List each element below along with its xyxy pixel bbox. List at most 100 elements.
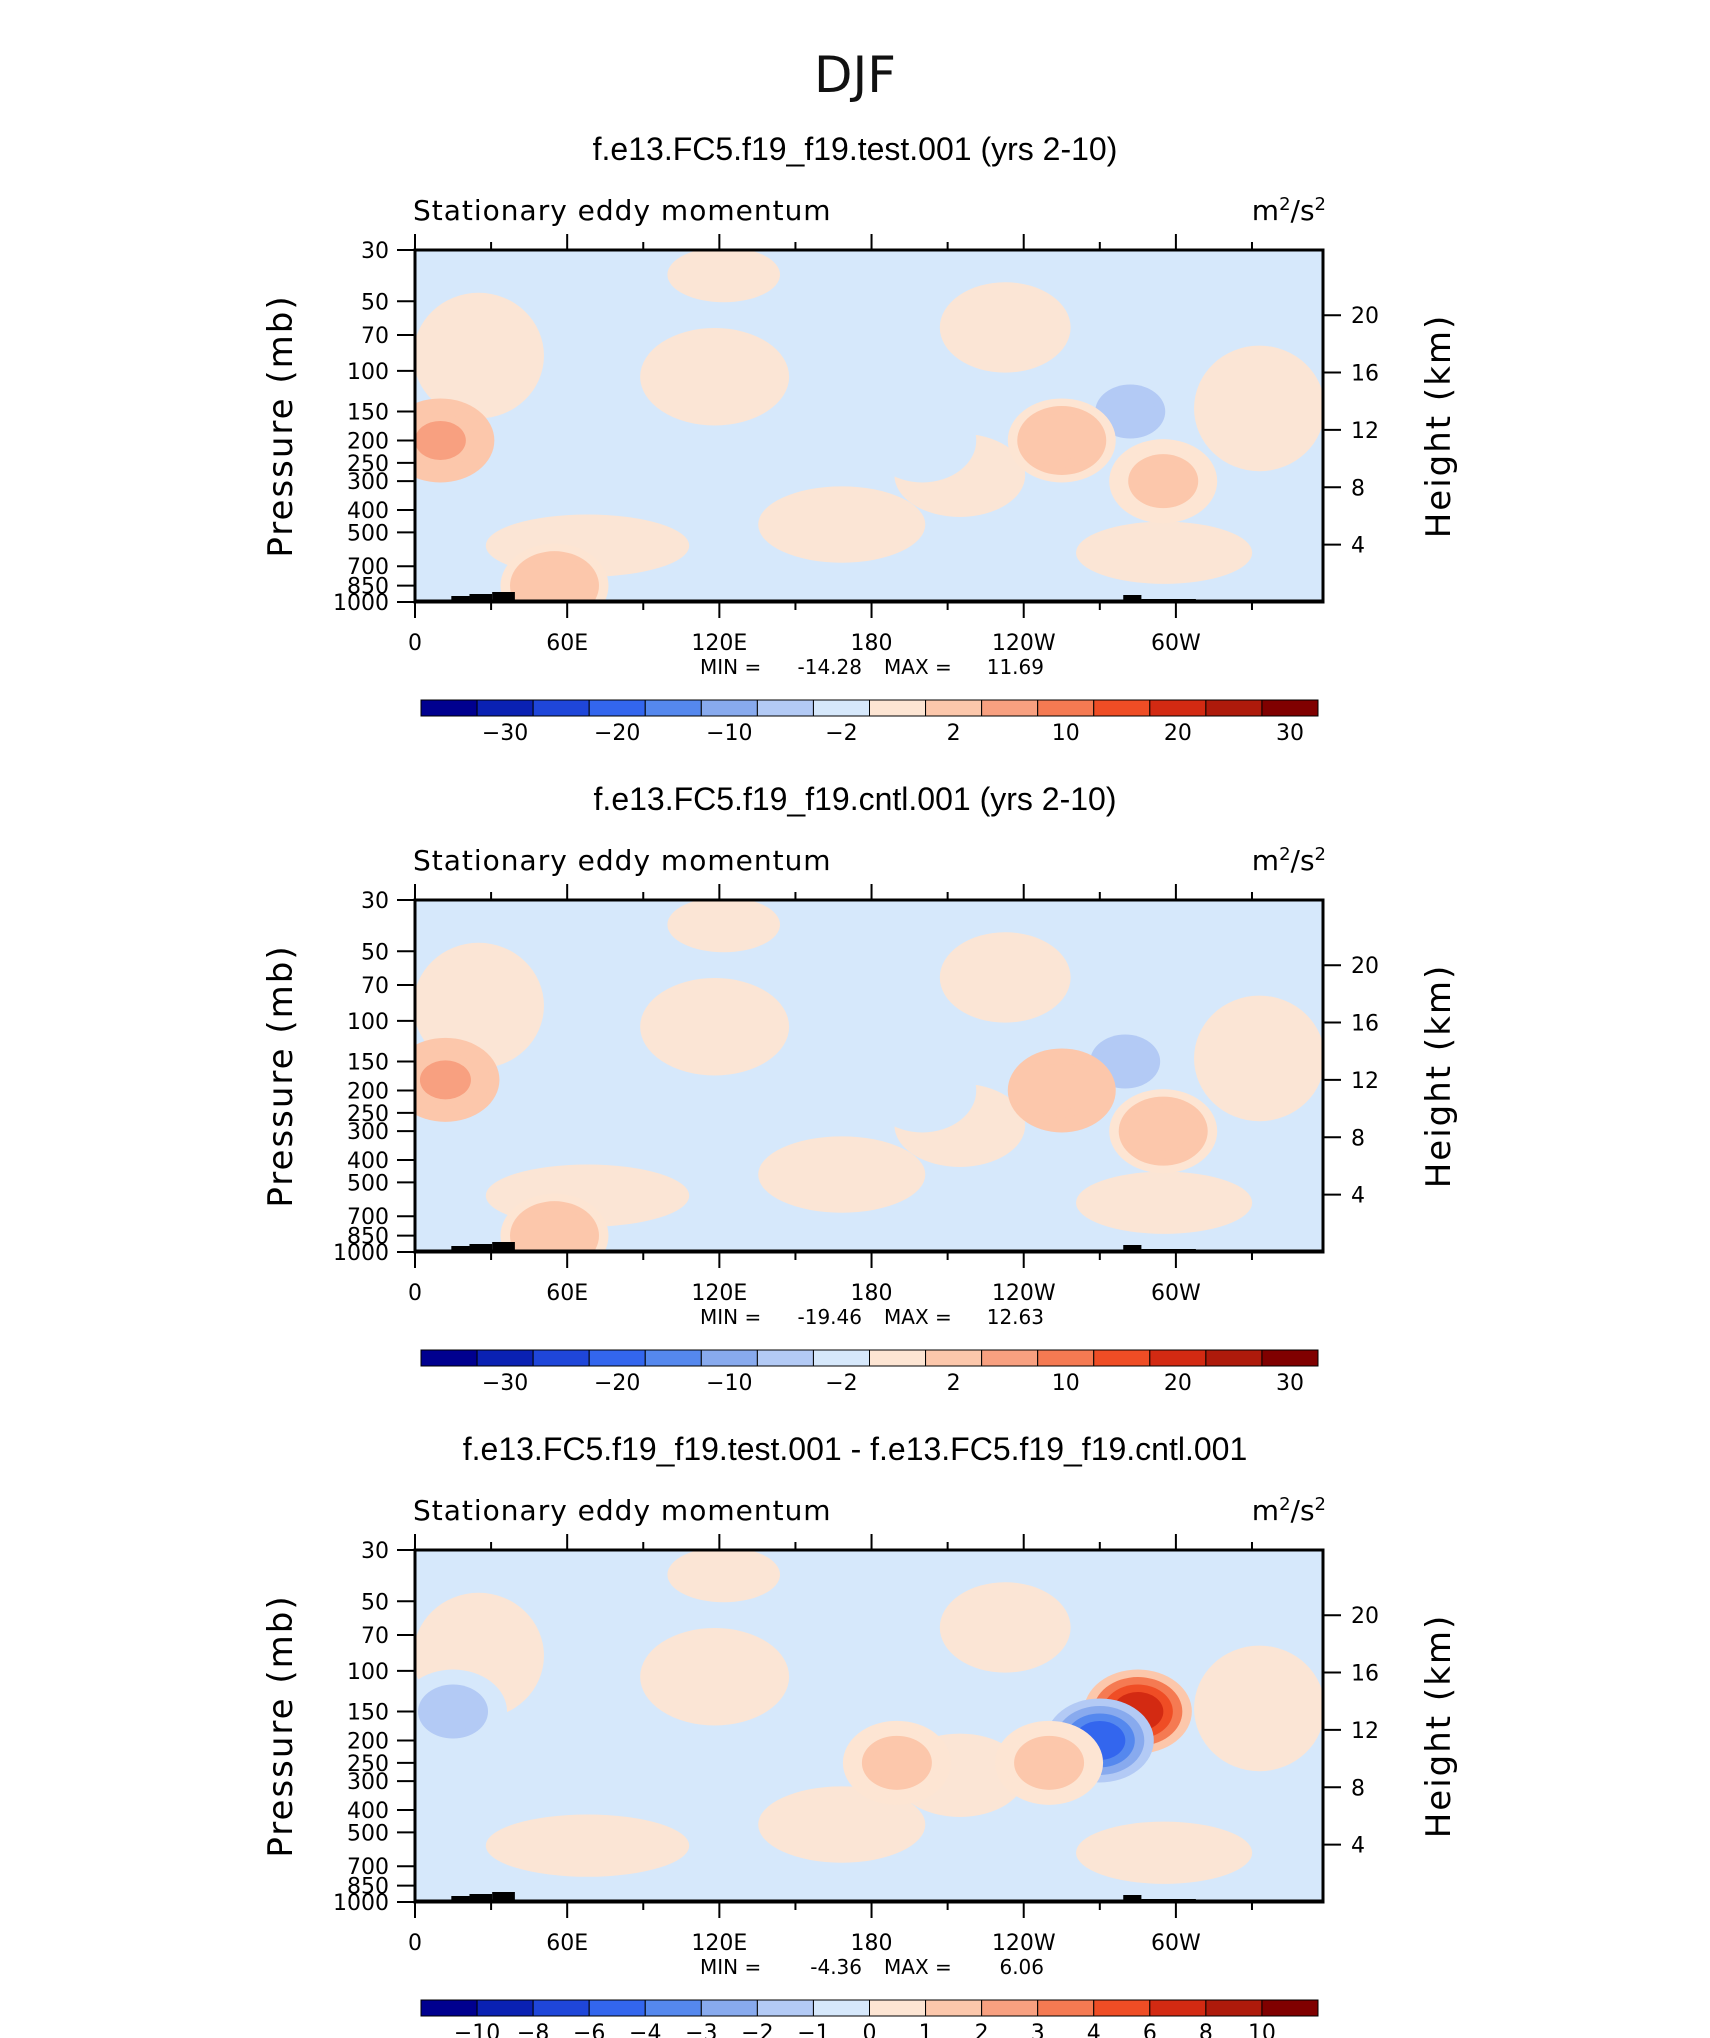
colorbar-label: 1 xyxy=(919,2021,933,2038)
colorbar-label: −20 xyxy=(594,1371,640,1396)
y-tick-label: 50 xyxy=(361,940,389,965)
colorbar-box xyxy=(700,1999,758,2017)
y-tick-label: 400 xyxy=(347,499,389,524)
pale-patch xyxy=(1076,1821,1253,1884)
x-tick-label: 120W xyxy=(992,1281,1056,1306)
x-tick-label: 120W xyxy=(992,631,1056,656)
y-axis-title: Pressure (mb) xyxy=(261,1594,301,1857)
colorbar-box xyxy=(1093,1999,1151,2017)
colorbar-box xyxy=(700,1349,758,1367)
contour-feature xyxy=(415,420,466,460)
contour-feature xyxy=(1137,1111,1189,1151)
colorbar-label: −30 xyxy=(482,1371,528,1396)
y-right-axis-title: Height (km) xyxy=(1419,1614,1459,1839)
x-tick-label: 120W xyxy=(992,1931,1056,1956)
contour-feature xyxy=(1137,461,1189,501)
y-tick-label: 50 xyxy=(361,290,389,315)
contour-feature xyxy=(1036,420,1088,460)
colorbar-label: −6 xyxy=(573,2021,605,2038)
y-right-tick-label: 4 xyxy=(1351,534,1365,559)
y-tick-label: 850 xyxy=(347,1225,389,1250)
y-tick-label: 200 xyxy=(347,1079,389,1104)
y-tick-label: 200 xyxy=(347,429,389,454)
colorbar-label: 2 xyxy=(947,721,961,746)
contour-field xyxy=(415,1550,1323,1902)
x-tick-label: 180 xyxy=(851,631,893,656)
colorbar-box xyxy=(1261,1999,1319,2017)
colorbar-box xyxy=(925,1349,983,1367)
panel-title: f.e13.FC5.f19_f19.cntl.001 (yrs 2-10) xyxy=(594,781,1117,817)
colorbar-label: 4 xyxy=(1087,2021,1101,2038)
max-label: MAX = xyxy=(884,1305,952,1329)
colorbar-label: 10 xyxy=(1052,1371,1080,1396)
pale-patch xyxy=(640,1628,790,1726)
y-tick-label: 850 xyxy=(347,575,389,600)
colorbar-box xyxy=(981,1999,1039,2017)
y-right-axis-title: Height (km) xyxy=(1419,314,1459,539)
pale-patch xyxy=(1194,1645,1323,1772)
pale-patch xyxy=(758,486,926,563)
colorbar-label: −2 xyxy=(825,721,857,746)
contour-feature xyxy=(871,1743,923,1783)
terrain xyxy=(1123,1895,1142,1902)
contour-feature xyxy=(427,1692,479,1732)
colorbar-label: −10 xyxy=(454,2021,500,2038)
y-right-tick-label: 16 xyxy=(1351,1012,1379,1037)
colorbar-label: 10 xyxy=(1052,721,1080,746)
colorbar-label: 30 xyxy=(1276,721,1304,746)
x-tick-label: 60E xyxy=(546,1281,588,1306)
y-right-axis-title: Height (km) xyxy=(1419,964,1459,1189)
colorbar-box xyxy=(532,1999,590,2017)
colorbar-box xyxy=(1205,1999,1263,2017)
y-tick-label: 150 xyxy=(347,1701,389,1726)
y-tick-label: 70 xyxy=(361,324,389,349)
y-right-tick-label: 20 xyxy=(1351,304,1379,329)
contour-field xyxy=(415,250,1323,602)
y-tick-label: 70 xyxy=(361,974,389,999)
colorbar-label: −30 xyxy=(482,721,528,746)
colorbar-box xyxy=(1261,699,1319,717)
y-tick-label: 250 xyxy=(347,452,389,477)
y-tick-label: 250 xyxy=(347,1752,389,1777)
x-tick-label: 0 xyxy=(408,1281,422,1306)
panel-subtitle: Stationary eddy momentum xyxy=(413,844,832,877)
pale-patch xyxy=(640,328,790,426)
colorbar-box xyxy=(476,699,534,717)
colorbar-box xyxy=(925,1999,983,2017)
y-right-tick-label: 20 xyxy=(1351,1604,1379,1629)
plot-frame xyxy=(413,248,1325,604)
y-right-tick-label: 12 xyxy=(1351,1719,1379,1744)
y-right-tick-label: 16 xyxy=(1351,362,1379,387)
colorbar-box xyxy=(644,1999,702,2017)
pale-patch xyxy=(667,1550,781,1603)
panel-subtitle: Stationary eddy momentum xyxy=(413,1494,832,1527)
terrain xyxy=(1123,1245,1142,1252)
panel-subtitle: Stationary eddy momentum xyxy=(413,194,832,227)
pale-patch xyxy=(939,1582,1071,1673)
colorbar-box xyxy=(756,1999,814,2017)
x-tick-label: 60W xyxy=(1151,1281,1201,1306)
pale-patch xyxy=(1076,1171,1253,1234)
pale-patch xyxy=(939,282,1071,373)
y-tick-label: 700 xyxy=(347,1205,389,1230)
y-tick-label: 50 xyxy=(361,1590,389,1615)
pale-patch xyxy=(415,292,544,419)
min-label: MIN = xyxy=(700,1305,761,1329)
colorbar-box xyxy=(1093,699,1151,717)
x-tick-label: 120E xyxy=(691,1281,747,1306)
colorbar-box xyxy=(1149,699,1207,717)
terrain xyxy=(492,1242,515,1252)
x-tick-label: 60W xyxy=(1151,1931,1201,1956)
y-tick-label: 300 xyxy=(347,470,389,495)
colorbar-box xyxy=(1093,1349,1151,1367)
y-right-tick-label: 8 xyxy=(1351,1776,1365,1801)
max-value: 11.69 xyxy=(987,655,1044,679)
colorbar-label: 20 xyxy=(1164,721,1192,746)
y-tick-label: 150 xyxy=(347,401,389,426)
terrain xyxy=(1123,595,1142,602)
min-value: -14.28 xyxy=(798,655,862,679)
plot-frame xyxy=(413,1548,1325,1904)
colorbar-label: −10 xyxy=(706,1371,752,1396)
colorbar-box xyxy=(869,1349,927,1367)
figure-title: DJF xyxy=(814,46,896,104)
